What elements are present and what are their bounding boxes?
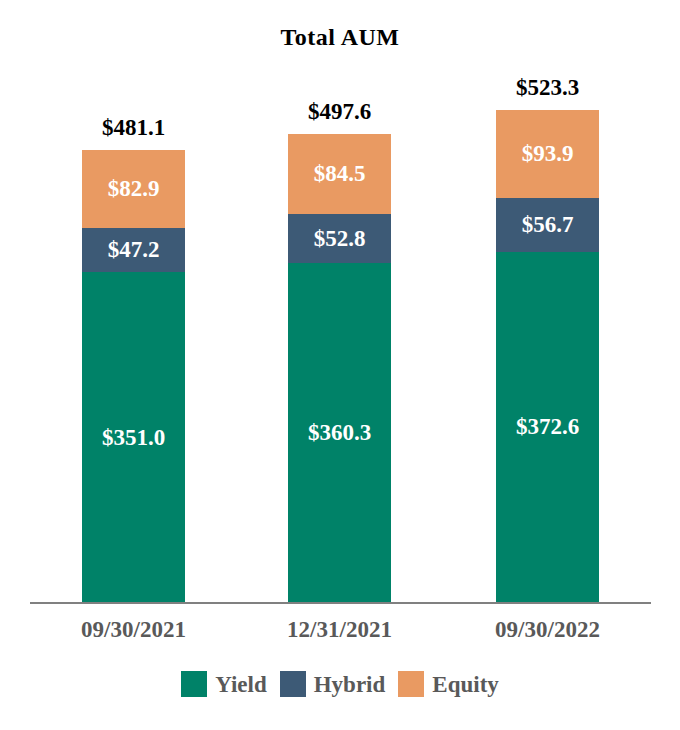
bar-segment-hybrid-2: $56.7 <box>496 198 599 251</box>
bar-segment-equity-2: $93.9 <box>496 110 599 199</box>
segment-value-label: $93.9 <box>522 141 574 167</box>
x-axis-label-0: 09/30/2021 <box>24 617 244 643</box>
bar-segment-yield-1: $360.3 <box>288 263 391 603</box>
legend-label: Equity <box>432 673 498 696</box>
legend-label: Yield <box>215 673 267 696</box>
segment-value-label: $56.7 <box>522 212 574 238</box>
bar-segment-hybrid-1: $52.8 <box>288 214 391 264</box>
legend-swatch-icon <box>280 671 306 697</box>
bar-segment-yield-2: $372.6 <box>496 252 599 603</box>
total-value-label: $497.6 <box>270 100 410 123</box>
legend-label: Hybrid <box>314 673 386 696</box>
total-value-label: $523.3 <box>478 76 618 99</box>
legend-item-hybrid: Hybrid <box>280 671 386 697</box>
segment-value-label: $84.5 <box>314 161 366 187</box>
bar-1: $360.3 $52.8 $84.5 <box>288 134 391 603</box>
bar-segment-equity-1: $84.5 <box>288 134 391 214</box>
total-aum-chart: Total AUM $351.0$47.2$82.9$481.1$360.3$5… <box>0 0 680 730</box>
bar-2: $372.6 $56.7 $93.9 <box>496 110 599 603</box>
bar-segment-hybrid-0: $47.2 <box>82 228 185 272</box>
segment-value-label: $372.6 <box>516 414 579 440</box>
x-axis-line <box>30 602 651 604</box>
segment-value-label: $351.0 <box>102 425 165 451</box>
legend-item-equity: Equity <box>398 671 498 697</box>
legend-swatch-icon <box>398 671 424 697</box>
bar-segment-equity-0: $82.9 <box>82 150 185 228</box>
x-axis-label-1: 12/31/2021 <box>230 617 450 643</box>
total-value-label: $481.1 <box>64 116 204 139</box>
segment-value-label: $360.3 <box>308 420 371 446</box>
segment-value-label: $52.8 <box>314 226 366 252</box>
x-axis-label-2: 09/30/2022 <box>438 617 658 643</box>
segment-value-label: $47.2 <box>108 237 160 263</box>
bar-segment-yield-0: $351.0 <box>82 272 185 603</box>
plot-area: $351.0 $47.2 $82.9 $481.1 $360.3 $52.8 $84.5 $4… <box>0 0 680 603</box>
bar-0: $351.0 $47.2 $82.9 <box>82 150 185 603</box>
legend-swatch-icon <box>181 671 207 697</box>
segment-value-label: $82.9 <box>108 176 160 202</box>
legend-item-yield: Yield <box>181 671 267 697</box>
chart-legend: Yield Hybrid Equity <box>0 671 680 697</box>
